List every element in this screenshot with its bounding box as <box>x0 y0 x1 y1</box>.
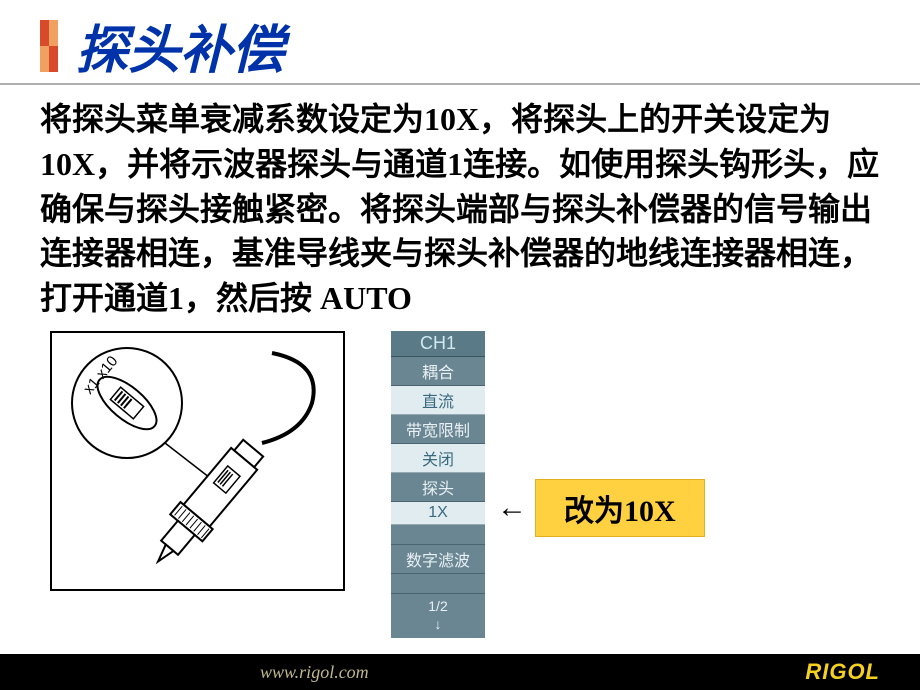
body-paragraph: 将探头菜单衰减系数设定为10X，将探头上的开关设定为10X，并将示波器探头与通道… <box>0 97 920 321</box>
title-underline <box>0 83 920 85</box>
menu-item-coupling-value: 直流 <box>391 386 485 415</box>
title-row: 探头补偿 <box>0 0 920 83</box>
menu-spacer <box>391 525 485 545</box>
menu-pager: 1/2 <box>391 594 485 616</box>
title-decoration-icon <box>40 20 58 72</box>
menu-item-coupling-label[interactable]: 耦合 <box>391 357 485 386</box>
menu-item-probe-value: 1X <box>391 502 485 525</box>
content-row: x1 x10 <box>0 321 920 638</box>
callout: ← 改为10X <box>497 479 705 537</box>
callout-text: 改为10X <box>535 479 705 537</box>
page-title: 探头补偿 <box>76 8 284 83</box>
menu-item-filter-label[interactable]: 数字滤波 <box>391 545 485 574</box>
menu-spacer-2 <box>391 574 485 594</box>
menu-item-bwlimit-label[interactable]: 带宽限制 <box>391 415 485 444</box>
footer-url: www.rigol.com <box>260 662 369 683</box>
menu-down-arrow-icon[interactable]: ↓ <box>391 616 485 638</box>
probe-illustration: x1 x10 <box>50 331 345 591</box>
menu-header: CH1 <box>391 331 485 357</box>
footer: www.rigol.com RIGOL <box>0 654 920 690</box>
footer-brand: RIGOL <box>805 659 880 685</box>
channel-menu: CH1 耦合 直流 带宽限制 关闭 探头 1X 数字滤波 1/2 ↓ <box>391 331 485 638</box>
menu-item-bwlimit-value: 关闭 <box>391 444 485 473</box>
arrow-left-icon: ← <box>497 493 527 523</box>
menu-item-probe-label[interactable]: 探头 <box>391 473 485 502</box>
